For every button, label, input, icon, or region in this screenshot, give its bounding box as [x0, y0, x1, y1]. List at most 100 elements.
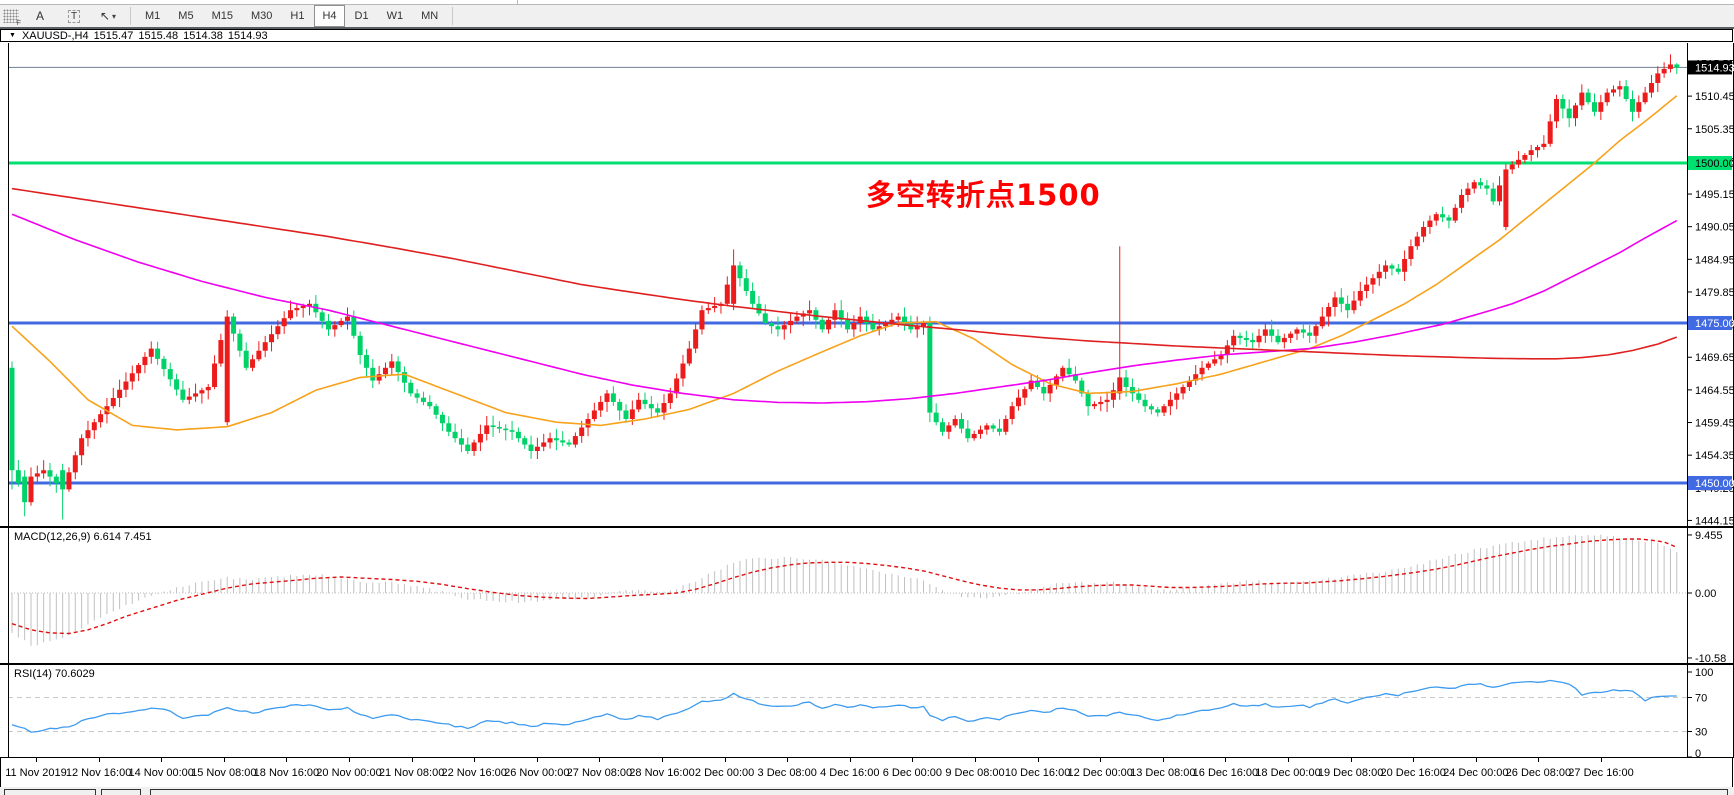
- ohlc-high: 1515.48: [138, 29, 179, 42]
- timeframe-button-M5[interactable]: M5: [178, 10, 194, 22]
- price-tick-label: 1479.85: [1695, 287, 1734, 299]
- time-tick-label: 18 Nov 16:00: [253, 767, 320, 779]
- ma-line-MA-mid[interactable]: [11, 213, 1678, 404]
- time-tick-label: 28 Nov 16:00: [629, 767, 695, 779]
- text-label-tool-button[interactable]: T: [57, 5, 91, 27]
- timeframe-button-W1[interactable]: W1: [386, 10, 404, 22]
- time-tick: [223, 758, 225, 762]
- candles: [9, 54, 1680, 520]
- timeframe-button-M30[interactable]: M30: [250, 10, 273, 22]
- main-chart-canvas[interactable]: 1515.551510.451505.351500.251495.151490.…: [0, 43, 1734, 527]
- time-tick: [286, 758, 288, 762]
- time-tick: [349, 758, 350, 762]
- price-tick-label: 1505.35: [1695, 124, 1734, 136]
- chevron-down-icon: ▾: [112, 11, 117, 21]
- time-tick-label: 13 Dec 08:00: [1130, 767, 1196, 779]
- price-tick-label: 1510.45: [1695, 91, 1734, 103]
- macd-scale-label: 9.455: [1695, 530, 1723, 542]
- time-tick: [599, 758, 601, 762]
- time-tick: [849, 758, 851, 762]
- time-tick: [161, 758, 163, 762]
- time-tick-label: 15 Nov 08:00: [191, 767, 257, 779]
- price-badge: [1688, 316, 1732, 330]
- time-tick: [787, 758, 789, 762]
- time-tick-label: 20 Nov 00:00: [316, 767, 382, 779]
- time-tick-label: 16 Dec 16:00: [1192, 767, 1259, 779]
- timeframe-button-M15[interactable]: M15: [211, 10, 233, 22]
- time-tick: [536, 758, 538, 762]
- time-tick-label: 24 Dec 00:00: [1443, 767, 1509, 779]
- font-tool-button[interactable]: A: [23, 5, 57, 27]
- annotation-text: 多空转折点1500: [866, 178, 1101, 212]
- time-tick-label: 18 Dec 00:00: [1255, 767, 1321, 779]
- ohlc-open: 1515.47: [93, 29, 134, 42]
- time-tick-label: 14 Nov 00:00: [128, 767, 194, 779]
- time-tick: [1037, 758, 1039, 762]
- time-tick-label: 21 Nov 08:00: [378, 767, 445, 779]
- time-tick-label: 2 Dec 00:00: [694, 767, 755, 779]
- time-tick: [411, 758, 413, 762]
- time-tick: [98, 758, 100, 762]
- rsi-line: [11, 679, 1677, 733]
- timeframe-button-H1[interactable]: H1: [290, 10, 305, 22]
- time-tick-label: 9 Dec 08:00: [945, 767, 1005, 779]
- macd-scale-label: -10.58: [1695, 653, 1726, 664]
- crosshair-grid-icon[interactable]: F: [3, 9, 21, 27]
- time-tick-label: 6 Dec 00:00: [882, 767, 943, 779]
- timeframe-button-MN[interactable]: MN: [421, 10, 439, 22]
- bottom-tab[interactable]: [150, 789, 1728, 795]
- time-tick: [724, 758, 726, 762]
- price-tick-label: 1469.65: [1695, 352, 1734, 364]
- ohlc-close: 1514.93: [227, 29, 268, 42]
- timeframe-button-H4[interactable]: H4: [314, 5, 345, 27]
- window-top-strip: [0, 0, 1734, 5]
- time-tick-label: 26 Dec 08:00: [1505, 767, 1572, 779]
- time-tick: [912, 758, 914, 762]
- time-tick-label: 26 Nov 00:00: [504, 767, 570, 779]
- rsi-scale-label: 30: [1695, 727, 1707, 739]
- chart-title-bar[interactable]: ▼ XAUUSD-,H4 1515.47 1515.48 1514.38 151…: [0, 29, 1733, 42]
- rsi-pane-canvas[interactable]: 100 70 30 0: [0, 664, 1734, 758]
- toolbar-separator: [452, 7, 454, 25]
- rsi-scale-label: 100: [1695, 667, 1713, 679]
- time-tick: [1225, 758, 1227, 762]
- macd-histogram: [11, 534, 1678, 646]
- time-axis[interactable]: 11 Nov 2019 12 Nov 16:00 14 Nov 00:00 15 No…: [0, 758, 1733, 787]
- window-bottom-strip: [0, 787, 1734, 795]
- time-tick: [1350, 758, 1352, 762]
- time-tick: [1601, 758, 1602, 762]
- macd-signal-line: [11, 538, 1678, 635]
- collapse-triangle-icon[interactable]: ▼: [9, 32, 16, 39]
- price-badge: [1688, 156, 1732, 170]
- bottom-tab[interactable]: [4, 789, 96, 795]
- timeframe-button-M1[interactable]: M1: [145, 10, 161, 22]
- price-badge-label: 1514.93: [1695, 62, 1734, 74]
- rsi-scale-label: 0: [1695, 748, 1701, 758]
- price-badge-label: 1475.00: [1695, 318, 1734, 330]
- ma-line-MA-slow[interactable]: [11, 187, 1678, 360]
- price-badge-label: 1450.00: [1695, 478, 1734, 490]
- price-tick-label: 1484.95: [1695, 254, 1734, 266]
- price-tick-label: 1444.15: [1695, 515, 1734, 527]
- panel-divider: [517, 0, 518, 4]
- price-tick-label: 1495.15: [1695, 189, 1734, 201]
- cursor-icon: ↖: [99, 9, 111, 23]
- timeframe-button-D1[interactable]: D1: [354, 10, 369, 22]
- timeframe-group: M1 M5 M15 M30 H1 H4 D1 W1 MN: [136, 5, 447, 27]
- time-tick-label: 10 Dec 16:00: [1004, 767, 1071, 779]
- time-tick-label: 4 Dec 16:00: [820, 767, 880, 779]
- macd-pane-canvas[interactable]: 9.455 0.00 -10.58: [0, 527, 1734, 664]
- time-tick: [1413, 758, 1415, 762]
- bottom-tab[interactable]: [101, 789, 141, 795]
- time-tick-label: 11 Nov 2019: [5, 767, 67, 779]
- time-tick: [975, 758, 976, 762]
- draw-tools-button[interactable]: ↖ ▾: [91, 5, 125, 27]
- toolbar-separator: [130, 7, 131, 25]
- time-tick: [1538, 758, 1540, 762]
- ma-line-MA-fast[interactable]: [11, 95, 1678, 431]
- price-tick-label: 1490.05: [1695, 222, 1734, 234]
- price-tick-label: 1459.45: [1695, 418, 1734, 430]
- price-badge: [1688, 476, 1732, 490]
- time-tick: [1475, 758, 1477, 762]
